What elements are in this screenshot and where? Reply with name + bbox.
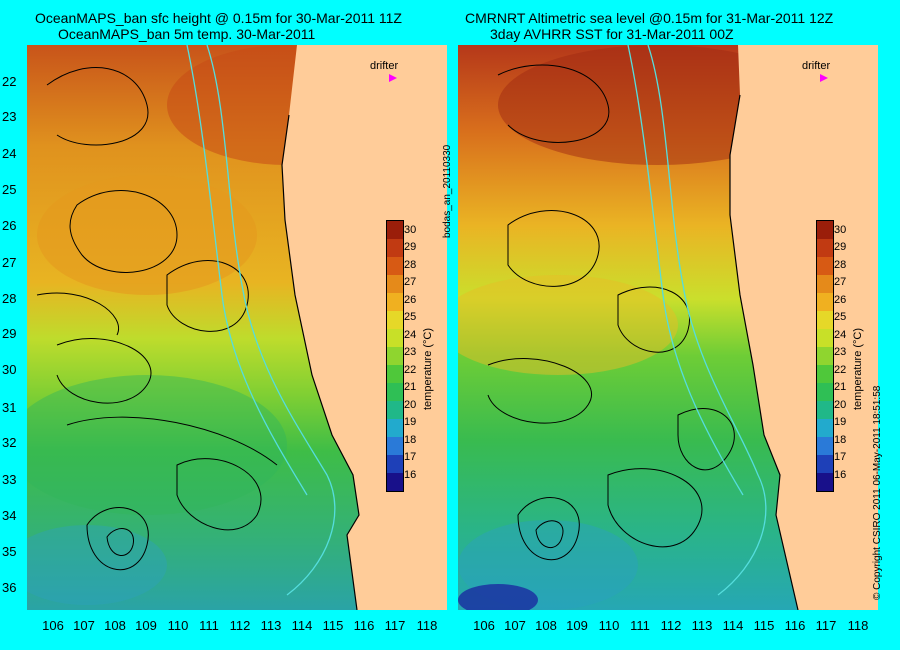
lat-label: 28 [2, 291, 17, 306]
drifter-arrow-icon [389, 74, 397, 82]
lon-label-right: 112 [660, 618, 682, 633]
colorbar-tick: 21 [404, 381, 417, 393]
lat-label: 30 [2, 362, 17, 377]
lon-label-right: 107 [504, 618, 526, 633]
left-title-line2: OceanMAPS_ban 5m temp. 30-Mar-2011 [58, 26, 316, 42]
lon-label-right: 106 [473, 618, 495, 633]
colorbar-tick: 18 [404, 434, 417, 446]
lon-label-right: 114 [722, 618, 744, 633]
drifter-label-right: drifter [802, 60, 831, 72]
lon-label-right: 116 [784, 618, 806, 633]
colorbar-tick: 20 [834, 399, 847, 411]
lat-label: 33 [2, 472, 17, 487]
colorbar-tick: 17 [404, 451, 417, 463]
colorbar-tick: 29 [834, 241, 847, 253]
colorbar-left [386, 220, 404, 492]
colorbar-tick: 27 [834, 276, 847, 288]
lat-label: 34 [2, 508, 17, 523]
colorbar-tick: 17 [834, 451, 847, 463]
colorbar-tick: 25 [834, 311, 847, 323]
lat-label: 27 [2, 255, 17, 270]
colorbar-tick: 18 [834, 434, 847, 446]
colorbar-tick: 26 [834, 294, 847, 306]
colorbar-title-left: temperature (°C) [422, 327, 434, 410]
lon-label-right: 113 [691, 618, 713, 633]
lon-label-left: 110 [167, 618, 189, 633]
lon-label-right: 110 [598, 618, 620, 633]
colorbar-tick: 21 [834, 381, 847, 393]
land-mass [282, 45, 447, 610]
lat-label: 25 [2, 182, 17, 197]
colorbar-tick: 24 [834, 329, 847, 341]
lat-label: 32 [2, 435, 17, 450]
lon-label-left: 109 [135, 618, 157, 633]
colorbar-tick: 30 [834, 224, 847, 236]
lat-label: 24 [2, 146, 17, 161]
colorbar-tick: 22 [834, 364, 847, 376]
lon-label-left: 115 [322, 618, 344, 633]
colorbar-tick: 20 [404, 399, 417, 411]
lat-label: 29 [2, 326, 17, 341]
colorbar-tick: 22 [404, 364, 417, 376]
copyright-text: © Copyright CSIRO 2011 06-May-2011 18:51… [872, 385, 883, 600]
side-run-id: bodas_an_20110330 [442, 144, 453, 238]
colorbar-right [816, 220, 834, 492]
lon-label-right: 118 [847, 618, 869, 633]
colorbar-tick: 19 [834, 416, 847, 428]
lon-label-left: 111 [199, 618, 219, 633]
colorbar-tick: 16 [834, 469, 847, 481]
right-title-line2: 3day AVHRR SST for 31-Mar-2011 00Z [490, 26, 734, 42]
colorbar-tick: 26 [404, 294, 417, 306]
colorbar-tick: 23 [834, 346, 847, 358]
left-map-panel [27, 45, 447, 610]
lon-label-left: 107 [73, 618, 95, 633]
lat-label: 31 [2, 400, 17, 415]
colorbar-tick: 28 [404, 259, 417, 271]
lon-label-left: 114 [291, 618, 313, 633]
lat-label: 26 [2, 218, 17, 233]
lon-label-left: 112 [229, 618, 251, 633]
lon-label-left: 113 [260, 618, 282, 633]
colorbar-tick: 24 [404, 329, 417, 341]
lon-label-right: 115 [753, 618, 775, 633]
lon-label-right: 109 [566, 618, 588, 633]
colorbar-tick: 29 [404, 241, 417, 253]
colorbar-tick: 30 [404, 224, 417, 236]
lat-label: 22 [2, 74, 17, 89]
colorbar-tick: 23 [404, 346, 417, 358]
lat-label: 35 [2, 544, 17, 559]
right-map-panel [458, 45, 878, 610]
drifter-arrow-icon [820, 74, 828, 82]
lon-label-left: 118 [416, 618, 438, 633]
lon-label-right: 108 [535, 618, 557, 633]
lat-label: 36 [2, 580, 17, 595]
colorbar-tick: 16 [404, 469, 417, 481]
lon-label-right: 111 [630, 618, 650, 633]
colorbar-tick: 25 [404, 311, 417, 323]
right-title-line1: CMRNRT Altimetric sea level @0.15m for 3… [465, 10, 834, 26]
lon-label-left: 108 [104, 618, 126, 633]
lat-label: 23 [2, 109, 17, 124]
colorbar-tick: 28 [834, 259, 847, 271]
land-mass [730, 45, 878, 610]
drifter-label-left: drifter [370, 60, 399, 72]
colorbar-tick: 27 [404, 276, 417, 288]
left-title-line1: OceanMAPS_ban sfc height @ 0.15m for 30-… [35, 10, 402, 26]
colorbar-tick: 19 [404, 416, 417, 428]
lon-label-right: 117 [815, 618, 837, 633]
lon-label-left: 106 [42, 618, 64, 633]
colorbar-title-right: temperature (°C) [852, 327, 864, 410]
lon-label-left: 117 [384, 618, 406, 633]
lon-label-left: 116 [353, 618, 375, 633]
